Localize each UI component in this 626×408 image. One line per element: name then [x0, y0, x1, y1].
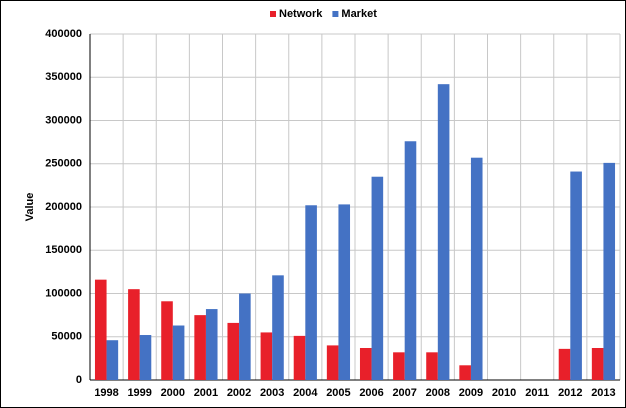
x-tick-label: 2003: [260, 387, 284, 399]
legend-swatch: [332, 11, 339, 17]
bar: [359, 347, 372, 380]
x-tick-label: 2012: [558, 387, 582, 399]
bar: [272, 275, 284, 380]
bar: [106, 340, 119, 380]
bar: [94, 279, 107, 380]
y-tick-label: 250000: [45, 158, 82, 170]
legend-label: Market: [341, 8, 377, 20]
y-axis-label: Value: [24, 193, 36, 222]
bar: [305, 205, 317, 380]
bar: [558, 348, 571, 380]
bar: [128, 289, 140, 380]
x-tick-label: 2011: [525, 387, 549, 399]
x-tick-label: 2010: [492, 387, 516, 399]
y-tick-label: 0: [76, 374, 82, 386]
bar: [139, 335, 152, 380]
y-tick-label: 150000: [45, 244, 82, 256]
x-tick-label: 2002: [227, 387, 251, 399]
bar: [338, 204, 351, 380]
y-tick-label: 200000: [45, 201, 82, 213]
x-tick-label: 2007: [392, 387, 416, 399]
bar: [470, 157, 483, 380]
y-tick-label: 400000: [45, 28, 82, 40]
legend-swatch: [270, 11, 276, 17]
bar: [603, 162, 616, 380]
x-tick-label: 2001: [194, 387, 218, 399]
x-tick-label: 1999: [127, 387, 151, 399]
bar: [393, 352, 405, 380]
bar: [570, 171, 582, 380]
x-tick-label: 2004: [293, 387, 318, 399]
y-tick-label: 50000: [51, 331, 82, 343]
bar: [591, 347, 604, 380]
bar: [161, 301, 173, 380]
x-tick-label: 2009: [459, 387, 483, 399]
y-tick-label: 300000: [45, 114, 82, 126]
y-tick-label: 350000: [45, 71, 82, 83]
bar: [326, 345, 339, 380]
x-tick-label: 1998: [94, 387, 118, 399]
bar: [194, 315, 206, 380]
bar: [426, 352, 438, 380]
bar: [404, 141, 417, 380]
legend-label: Network: [279, 8, 323, 20]
x-tick-label: 2006: [359, 387, 383, 399]
x-tick-label: 2013: [591, 387, 615, 399]
bar: [459, 365, 471, 380]
bar: [437, 84, 450, 381]
bar: [172, 325, 185, 380]
x-tick-label: 2008: [426, 387, 450, 399]
bar: [293, 335, 306, 380]
x-tick-label: 2005: [326, 387, 350, 399]
x-tick-label: 2000: [161, 387, 185, 399]
bar: [371, 176, 384, 380]
bar: [239, 293, 251, 380]
bar: [205, 309, 218, 380]
bar: [227, 322, 240, 380]
y-tick-label: 100000: [45, 287, 82, 299]
bar: [260, 332, 273, 380]
